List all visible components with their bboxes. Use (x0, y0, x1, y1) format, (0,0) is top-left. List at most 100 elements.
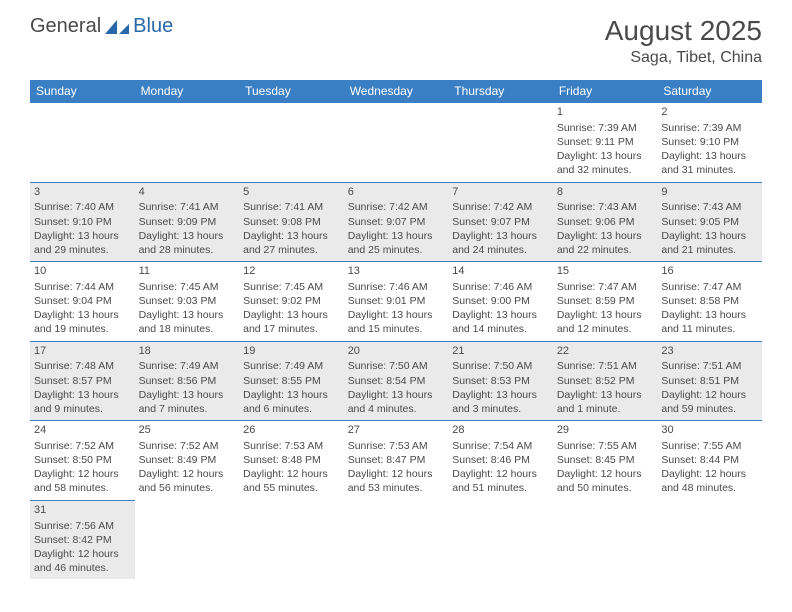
sunset-text: Sunset: 9:09 PM (139, 215, 236, 229)
day-number: 30 (661, 423, 758, 438)
calendar-day-cell: 6Sunrise: 7:42 AMSunset: 9:07 PMDaylight… (344, 182, 449, 262)
calendar-day-cell: 28Sunrise: 7:54 AMSunset: 8:46 PMDayligh… (448, 421, 553, 501)
calendar-day-cell: 7Sunrise: 7:42 AMSunset: 9:07 PMDaylight… (448, 182, 553, 262)
sunrise-text: Sunrise: 7:49 AM (243, 359, 340, 373)
sunrise-text: Sunrise: 7:43 AM (557, 200, 654, 214)
weekday-header: Tuesday (239, 80, 344, 103)
logo: General Blue (30, 15, 173, 38)
calendar-day-cell: 1Sunrise: 7:39 AMSunset: 9:11 PMDaylight… (553, 103, 658, 183)
calendar-day-cell (135, 103, 240, 183)
title-block: August 2025 Saga, Tibet, China (605, 15, 762, 67)
sunrise-text: Sunrise: 7:53 AM (243, 439, 340, 453)
sunset-text: Sunset: 9:07 PM (452, 215, 549, 229)
sunset-text: Sunset: 9:02 PM (243, 294, 340, 308)
sunrise-text: Sunrise: 7:40 AM (34, 200, 131, 214)
daylight-text: Daylight: 13 hours and 12 minutes. (557, 308, 654, 336)
sunset-text: Sunset: 8:56 PM (139, 374, 236, 388)
sunrise-text: Sunrise: 7:52 AM (139, 439, 236, 453)
sunrise-text: Sunrise: 7:46 AM (452, 280, 549, 294)
sunset-text: Sunset: 8:58 PM (661, 294, 758, 308)
sunset-text: Sunset: 8:57 PM (34, 374, 131, 388)
calendar-day-cell: 5Sunrise: 7:41 AMSunset: 9:08 PMDaylight… (239, 182, 344, 262)
day-number: 17 (34, 344, 131, 359)
day-number: 25 (139, 423, 236, 438)
day-number: 29 (557, 423, 654, 438)
sunrise-text: Sunrise: 7:50 AM (348, 359, 445, 373)
daylight-text: Daylight: 13 hours and 25 minutes. (348, 229, 445, 257)
calendar-week-row: 17Sunrise: 7:48 AMSunset: 8:57 PM Dayligh… (30, 341, 762, 421)
sunrise-text: Sunrise: 7:39 AM (557, 121, 654, 135)
calendar-day-cell: 2Sunrise: 7:39 AMSunset: 9:10 PMDaylight… (657, 103, 762, 183)
calendar-day-cell: 12Sunrise: 7:45 AMSunset: 9:02 PMDayligh… (239, 262, 344, 342)
calendar-day-cell: 15Sunrise: 7:47 AMSunset: 8:59 PMDayligh… (553, 262, 658, 342)
location-subtitle: Saga, Tibet, China (605, 49, 762, 67)
calendar-day-cell (448, 103, 553, 183)
sunrise-text: Sunrise: 7:49 AM (139, 359, 236, 373)
sunrise-text: Sunrise: 7:48 AM (34, 359, 131, 373)
daylight-text: Daylight: 12 hours and 58 minutes. (34, 467, 131, 495)
calendar-week-row: 1Sunrise: 7:39 AMSunset: 9:11 PMDaylight… (30, 103, 762, 183)
weekday-header: Friday (553, 80, 658, 103)
sunset-text: Sunset: 8:55 PM (243, 374, 340, 388)
page-title: August 2025 (605, 15, 762, 47)
day-number: 9 (661, 185, 758, 200)
calendar-day-cell: 14Sunrise: 7:46 AMSunset: 9:00 PMDayligh… (448, 262, 553, 342)
calendar-day-cell (239, 103, 344, 183)
sunset-text: Sunset: 8:59 PM (557, 294, 654, 308)
sunset-text: Sunset: 9:00 PM (452, 294, 549, 308)
calendar-day-cell: 9Sunrise: 7:43 AMSunset: 9:05 PMDaylight… (657, 182, 762, 262)
sunrise-text: Sunrise: 7:51 AM (557, 359, 654, 373)
sunset-text: Sunset: 8:42 PM (34, 533, 131, 547)
day-number: 13 (348, 264, 445, 279)
sunrise-text: Sunrise: 7:54 AM (452, 439, 549, 453)
calendar-day-cell: 23Sunrise: 7:51 AMSunset: 8:51 PMDayligh… (657, 341, 762, 421)
sunset-text: Sunset: 8:51 PM (661, 374, 758, 388)
calendar-day-cell: 17Sunrise: 7:48 AMSunset: 8:57 PMDayligh… (30, 341, 135, 421)
daylight-text: Daylight: 13 hours and 11 minutes. (661, 308, 758, 336)
calendar-day-cell: 18Sunrise: 7:49 AMSunset: 8:56 PMDayligh… (135, 341, 240, 421)
sunset-text: Sunset: 9:05 PM (661, 215, 758, 229)
day-number: 7 (452, 185, 549, 200)
weekday-header: Thursday (448, 80, 553, 103)
calendar-day-cell: 19Sunrise: 7:49 AMSunset: 8:55 PMDayligh… (239, 341, 344, 421)
sunrise-text: Sunrise: 7:56 AM (34, 519, 131, 533)
daylight-text: Daylight: 13 hours and 27 minutes. (243, 229, 340, 257)
calendar-day-cell: 22Sunrise: 7:51 AMSunset: 8:52 PMDayligh… (553, 341, 658, 421)
sunset-text: Sunset: 8:53 PM (452, 374, 549, 388)
sunrise-text: Sunrise: 7:47 AM (557, 280, 654, 294)
calendar-body: 1Sunrise: 7:39 AMSunset: 9:11 PMDaylight… (30, 103, 762, 580)
sunset-text: Sunset: 9:04 PM (34, 294, 131, 308)
sunrise-text: Sunrise: 7:46 AM (348, 280, 445, 294)
sunrise-text: Sunrise: 7:42 AM (452, 200, 549, 214)
calendar-day-cell: 26Sunrise: 7:53 AMSunset: 8:48 PMDayligh… (239, 421, 344, 501)
day-number: 8 (557, 185, 654, 200)
sunrise-text: Sunrise: 7:47 AM (661, 280, 758, 294)
daylight-text: Daylight: 13 hours and 1 minute. (557, 388, 654, 416)
calendar-day-cell: 16Sunrise: 7:47 AMSunset: 8:58 PMDayligh… (657, 262, 762, 342)
calendar-day-cell: 4Sunrise: 7:41 AMSunset: 9:09 PMDaylight… (135, 182, 240, 262)
day-number: 20 (348, 344, 445, 359)
calendar-day-cell (344, 500, 449, 579)
sunset-text: Sunset: 8:49 PM (139, 453, 236, 467)
day-number: 5 (243, 185, 340, 200)
sunset-text: Sunset: 8:46 PM (452, 453, 549, 467)
day-number: 26 (243, 423, 340, 438)
calendar-day-cell: 25Sunrise: 7:52 AMSunset: 8:49 PMDayligh… (135, 421, 240, 501)
day-number: 16 (661, 264, 758, 279)
calendar-day-cell (135, 500, 240, 579)
daylight-text: Daylight: 13 hours and 17 minutes. (243, 308, 340, 336)
daylight-text: Daylight: 13 hours and 4 minutes. (348, 388, 445, 416)
day-number: 24 (34, 423, 131, 438)
sunset-text: Sunset: 9:03 PM (139, 294, 236, 308)
calendar-day-cell: 20Sunrise: 7:50 AMSunset: 8:54 PMDayligh… (344, 341, 449, 421)
calendar-week-row: 10Sunrise: 7:44 AMSunset: 9:04 PMDayligh… (30, 262, 762, 342)
weekday-header: Monday (135, 80, 240, 103)
daylight-text: Daylight: 12 hours and 55 minutes. (243, 467, 340, 495)
daylight-text: Daylight: 13 hours and 21 minutes. (661, 229, 758, 257)
sunrise-text: Sunrise: 7:45 AM (243, 280, 340, 294)
header: General Blue August 2025 Saga, Tibet, Ch… (0, 0, 792, 72)
logo-text-general: General (30, 15, 101, 38)
sunrise-text: Sunrise: 7:41 AM (139, 200, 236, 214)
day-number: 18 (139, 344, 236, 359)
weekday-header-row: SundayMondayTuesdayWednesdayThursdayFrid… (30, 80, 762, 103)
